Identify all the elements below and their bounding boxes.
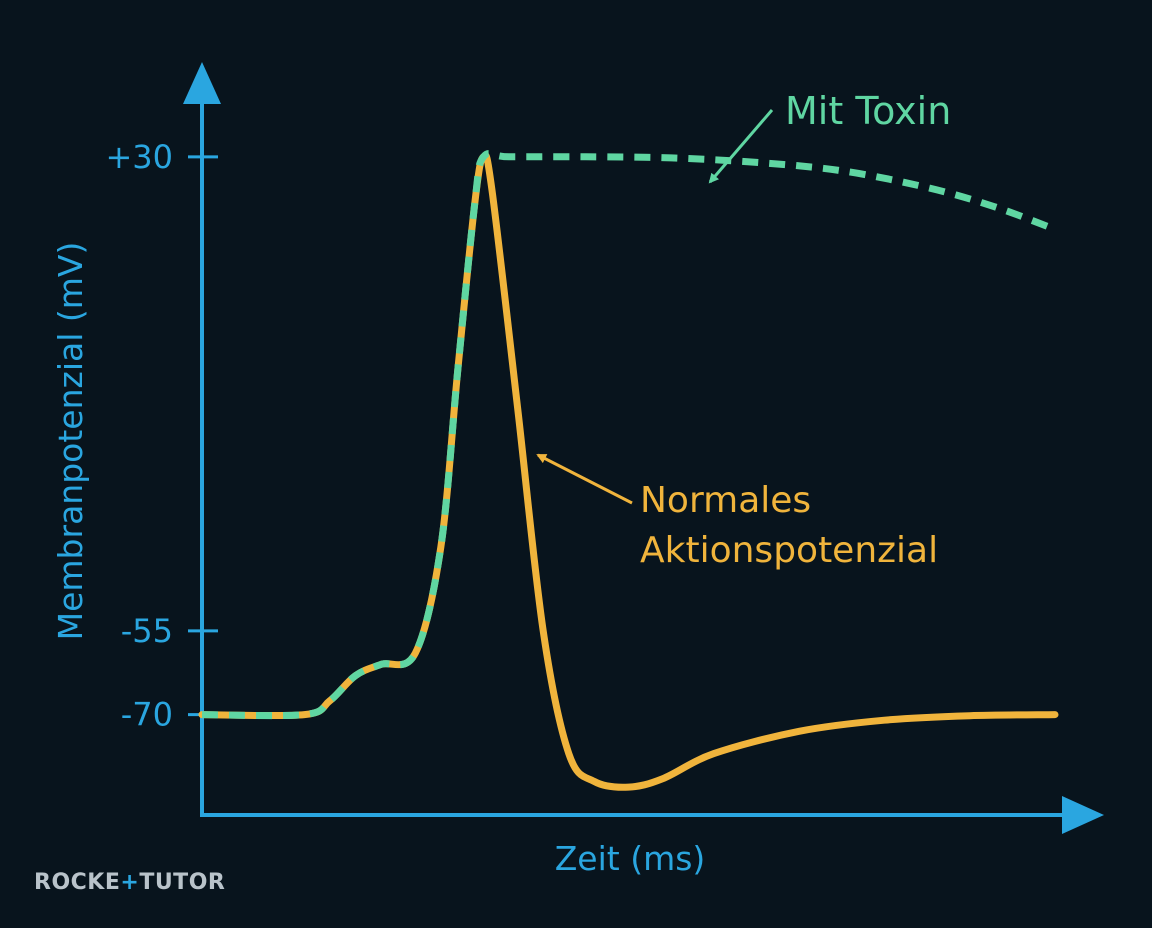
y-tick-label: +30 (105, 138, 173, 176)
y-axis-arrowhead (183, 62, 221, 104)
y-axis-title: Membranpotenzial (mV) (51, 242, 90, 641)
y-tick-label: -55 (121, 612, 173, 650)
annotation-label-line: Aktionspotenzial (640, 530, 938, 571)
annotation-label-line: Normales (640, 480, 811, 521)
y-tick-label: -70 (121, 696, 173, 734)
x-axis-title: Zeit (ms) (555, 839, 706, 878)
annotation-label-mit-toxin: Mit Toxin (785, 89, 951, 133)
x-axis-arrowhead (1062, 796, 1104, 834)
series-line-mit-toxin (201, 150, 1057, 720)
y-ticks: +30 -55 -70 (105, 138, 218, 734)
series-line-normales-aktionspotenzial (198, 151, 1059, 791)
logo-text-b: TUTOR (139, 870, 226, 895)
logo-text-a: ROCKE (34, 870, 121, 895)
annotation-arrow-normales-aktionspotenzial (536, 453, 633, 505)
logo-plus: + (120, 870, 140, 895)
annotation-label-normales-aktionspotenzial: Normales Aktionspotenzial (640, 480, 938, 571)
annotation-arrow-mit-toxin (708, 109, 774, 184)
rocketutor-logo: ROCKE+TUTOR (34, 870, 225, 895)
